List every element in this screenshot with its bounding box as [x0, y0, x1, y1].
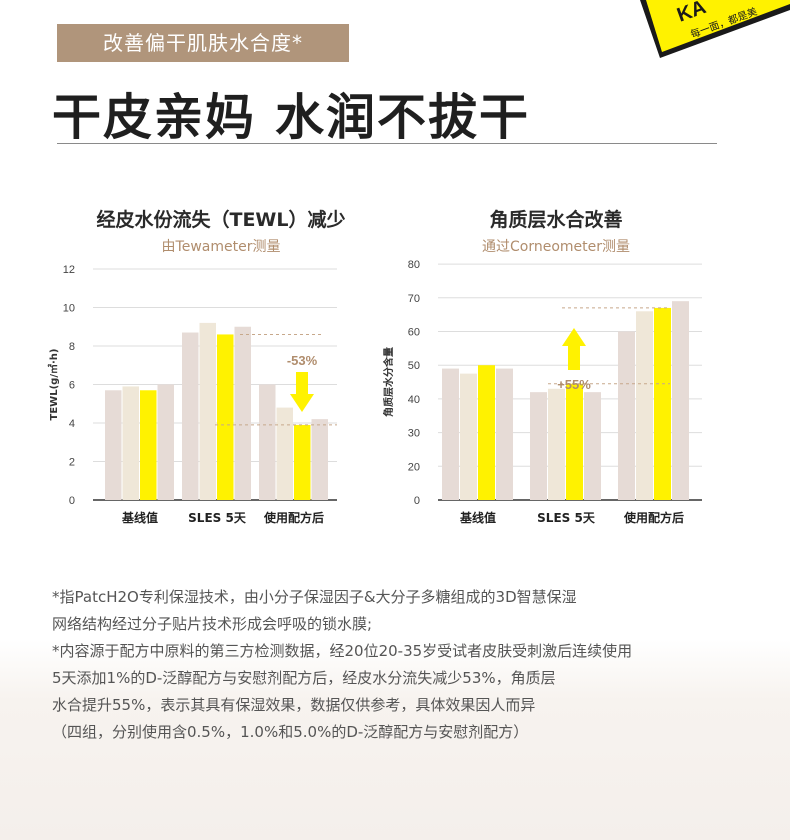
y-axis-label: 角质层水分含量 [382, 347, 395, 417]
footnote-line-5: 水合提升55%，表示其具有保湿效果，数据仅供参考，具体效果因人而异 [52, 696, 536, 714]
brand-badge: KA 每一面，都是美 [600, 0, 790, 60]
x-tick-label: 基线值 [459, 510, 496, 525]
section-tag: 改善偏干肌肤水合度* [57, 24, 349, 62]
y-tick-label: 10 [63, 303, 75, 315]
bar [566, 383, 583, 500]
footnote-line-3: *内容源于配方中原料的第三方检测数据，经20位20-35岁受试者皮肤受刺激后连续… [52, 642, 633, 660]
bar [442, 368, 459, 500]
bar [276, 407, 293, 500]
x-tick-label: 基线值 [121, 510, 158, 525]
bar [618, 331, 635, 500]
x-tick-label: 使用配方后 [263, 510, 324, 525]
footnote-line-4: 5天添加1%的D-泛醇配方与安慰剂配方后，经皮水分流失减少53%，角质层 [52, 669, 556, 687]
bar [496, 368, 513, 500]
bar [105, 390, 122, 500]
bar [460, 373, 477, 500]
bar [217, 334, 234, 500]
bar [636, 311, 653, 500]
bar [672, 301, 689, 500]
x-tick-label: SLES 5天 [188, 511, 247, 525]
bar [157, 384, 174, 500]
change-arrow-head [562, 328, 586, 346]
change-arrow-shaft [296, 372, 308, 394]
x-tick-label: SLES 5天 [537, 511, 596, 525]
bar [122, 386, 139, 500]
y-tick-label: 6 [69, 380, 75, 392]
bar [584, 392, 601, 500]
y-tick-label: 40 [408, 394, 420, 406]
y-tick-label: 2 [69, 457, 75, 469]
bar [294, 424, 311, 500]
bar [140, 390, 157, 500]
y-tick-label: 20 [408, 461, 420, 473]
bar [530, 392, 547, 500]
y-tick-label: 0 [414, 495, 420, 507]
y-axis-label: TEWL(g/㎡·h) [47, 349, 60, 421]
bar [654, 307, 671, 500]
y-tick-label: 8 [69, 341, 75, 353]
bar [478, 365, 495, 500]
chart1-subtitle: 由Tewameter测量 [161, 239, 281, 255]
y-tick-label: 4 [69, 418, 75, 430]
y-tick-label: 30 [408, 428, 420, 440]
change-annotation: -53% [287, 353, 318, 368]
bar [311, 419, 328, 500]
bar [199, 322, 216, 500]
tewl-bar-chart: 0 2 4 6 8 10 12 TEWL(g/㎡·h) 基线值 SLES 5天 使用配方后 -53% [47, 264, 337, 525]
change-arrow-shaft [568, 346, 580, 370]
chart1-title: 经皮水份流失（TEWL）减少 [96, 209, 346, 231]
y-tick-label: 80 [408, 259, 420, 271]
footnote-line-1: *指PatcH2O专利保湿技术，由小分子保湿因子&大分子多糖组成的3D智慧保湿 [52, 588, 577, 606]
page-headline: 干皮亲妈 水润不拔干 [52, 89, 531, 146]
bar [259, 384, 276, 500]
y-tick-label: 0 [69, 495, 75, 507]
y-tick-label: 12 [63, 264, 75, 276]
y-tick-label: 60 [408, 327, 420, 339]
change-annotation: +55% [557, 377, 591, 392]
change-arrow-head [290, 394, 314, 412]
x-tick-label: 使用配方后 [623, 510, 684, 525]
bar [234, 326, 251, 500]
chart2-subtitle: 通过Corneometer测量 [481, 239, 630, 255]
divider [57, 143, 717, 144]
y-tick-label: 70 [408, 293, 420, 305]
footnote-line-2: 网络结构经过分子贴片技术形成会呼吸的锁水膜; [52, 615, 373, 633]
y-tick-label: 50 [408, 360, 420, 372]
bar [548, 388, 565, 500]
bar [182, 332, 199, 500]
footnote-line-6: （四组，分别使用含0.5%，1.0%和5.0%的D-泛醇配方与安慰剂配方） [52, 723, 529, 741]
chart2-title: 角质层水合改善 [489, 209, 623, 231]
